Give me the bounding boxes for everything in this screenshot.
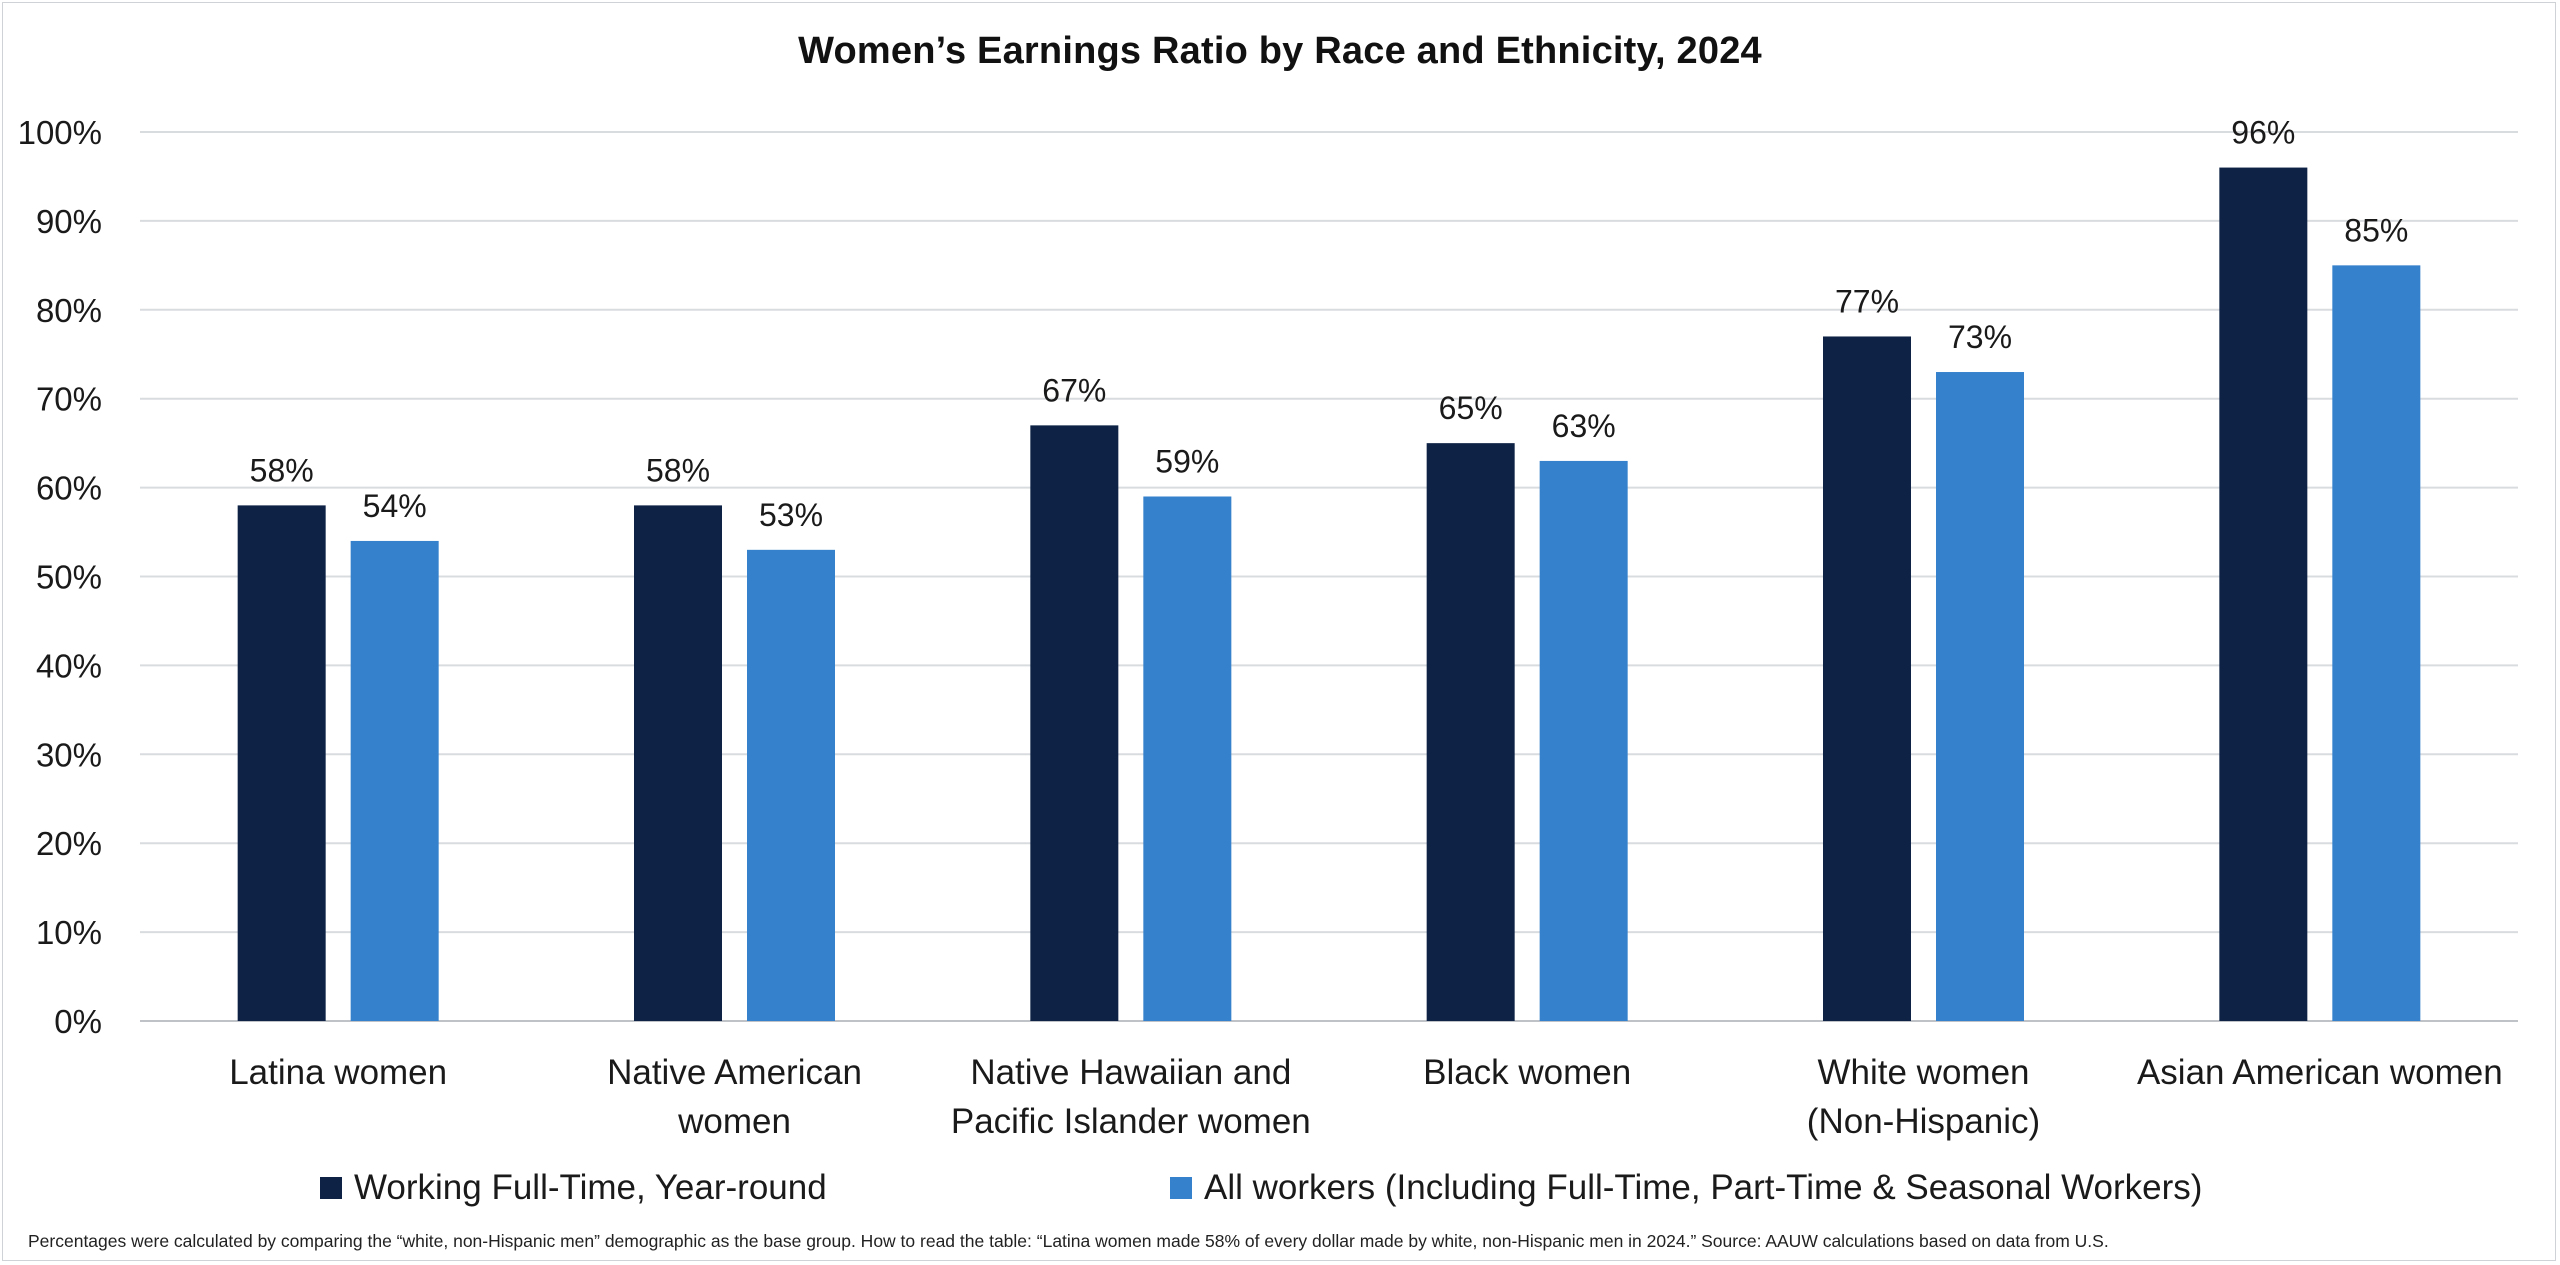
x-category-label-line: Latina women <box>229 1053 447 1092</box>
data-label: 54% <box>363 488 427 524</box>
legend-label-full-time: Working Full-Time, Year-round <box>354 1168 827 1207</box>
data-label: 67% <box>1042 372 1106 408</box>
data-label: 58% <box>250 452 314 488</box>
data-label: 85% <box>2344 212 2408 248</box>
data-label: 58% <box>646 452 710 488</box>
x-category-label: Asian American women <box>2137 1053 2503 1092</box>
x-category-label: Black women <box>1423 1053 1631 1092</box>
x-category-label-line: Black women <box>1423 1053 1631 1092</box>
footnote: Percentages were calculated by comparing… <box>28 1231 2109 1251</box>
y-tick-label: 30% <box>36 736 102 773</box>
x-category-label: White women (Non-Hispanic) <box>1807 1053 2040 1141</box>
x-category-label: Native American women <box>607 1053 862 1141</box>
y-tick-label: 50% <box>36 559 102 596</box>
y-tick-label: 10% <box>36 914 102 951</box>
x-category-label-line: Native Hawaiian and <box>970 1053 1291 1092</box>
bar <box>350 540 439 1021</box>
bar <box>634 505 722 1021</box>
data-label: 59% <box>1155 443 1219 479</box>
y-tick-label: 20% <box>36 825 102 862</box>
x-category-label-line: Native American <box>607 1053 862 1092</box>
bar <box>237 505 326 1021</box>
y-tick-label: 70% <box>36 381 102 418</box>
x-category-label-line: White women <box>1817 1053 2029 1092</box>
bar <box>1426 443 1515 1021</box>
y-tick-label: 100% <box>18 114 102 151</box>
x-category-label: Native Hawaiian and Pacific Islander wome… <box>951 1053 1311 1141</box>
legend-label-all-workers: All workers (Including Full-Time, Part-T… <box>1204 1168 2203 1207</box>
y-tick-label: 90% <box>36 203 102 240</box>
legend-swatch-full-time <box>320 1177 342 1199</box>
bar <box>747 549 835 1021</box>
y-tick-label: 80% <box>36 292 102 329</box>
legend: Working Full-Time, Year-round All worker… <box>0 1168 2560 1218</box>
x-category-label-line: (Non-Hispanic) <box>1807 1102 2040 1141</box>
data-label: 65% <box>1439 390 1503 426</box>
legend-item-all-workers: All workers (Including Full-Time, Part-T… <box>1170 1168 2202 1208</box>
data-label: 53% <box>759 497 823 533</box>
bar <box>1539 460 1628 1021</box>
x-category-label-line: women <box>677 1102 791 1141</box>
bar <box>1823 336 1911 1022</box>
data-label: 96% <box>2231 115 2295 151</box>
bar <box>1030 425 1119 1021</box>
data-label: 63% <box>1552 408 1616 444</box>
bar <box>2332 265 2421 1022</box>
data-label: 77% <box>1835 283 1899 319</box>
x-category-label-line: Asian American women <box>2137 1053 2503 1092</box>
bar <box>2219 167 2308 1021</box>
chart-title: Women’s Earnings Ratio by Race and Ethni… <box>798 30 1762 72</box>
data-label: 73% <box>1948 319 2012 355</box>
y-tick-label: 60% <box>36 470 102 507</box>
y-tick-label: 40% <box>36 647 102 684</box>
bar <box>1936 372 2024 1021</box>
legend-item-full-time: Working Full-Time, Year-round <box>320 1168 827 1208</box>
bar <box>1143 496 1232 1021</box>
x-category-label: Latina women <box>229 1053 447 1092</box>
x-category-label-line: Pacific Islander women <box>951 1102 1311 1141</box>
y-tick-label: 0% <box>54 1003 102 1040</box>
legend-swatch-all-workers <box>1170 1177 1192 1199</box>
